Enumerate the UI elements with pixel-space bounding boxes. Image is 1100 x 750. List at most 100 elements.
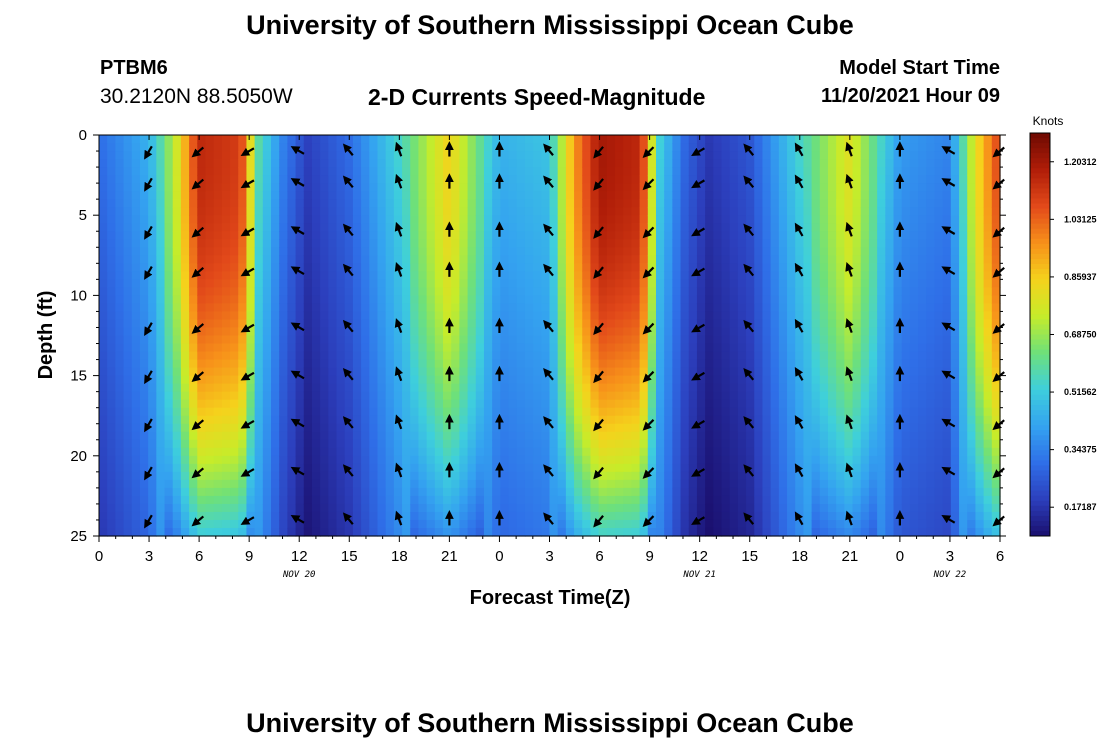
heatmap-cell <box>615 199 624 208</box>
heatmap-cell <box>434 495 444 505</box>
heatmap-cell <box>451 447 460 457</box>
heatmap-cell <box>492 207 501 216</box>
heatmap-cell <box>565 143 575 152</box>
heatmap-cell <box>271 143 280 152</box>
heatmap-cell <box>598 391 608 401</box>
heatmap-cell <box>770 351 780 361</box>
heatmap-cell <box>451 327 460 337</box>
heatmap-cell <box>705 351 714 361</box>
heatmap-cell <box>737 383 747 393</box>
heatmap-cell <box>770 311 780 321</box>
heatmap-cell <box>516 191 526 200</box>
heatmap-cell <box>508 199 518 208</box>
heatmap-cell <box>107 239 116 248</box>
heatmap-cell <box>180 415 190 425</box>
heatmap-cell <box>344 183 354 192</box>
heatmap-cell <box>664 207 673 216</box>
heatmap-cell <box>107 231 116 240</box>
heatmap-cell <box>426 287 436 296</box>
heatmap-cell <box>590 399 600 409</box>
heatmap-cell <box>672 191 682 200</box>
heatmap-cell <box>287 151 297 160</box>
heatmap-cell <box>180 247 190 256</box>
heatmap-cell <box>737 359 747 369</box>
heatmap-cell <box>107 271 116 280</box>
heatmap-cell <box>418 463 428 473</box>
heatmap-cell <box>803 247 813 256</box>
heatmap-cell <box>230 487 239 497</box>
heatmap-cell <box>426 167 436 176</box>
heatmap-cell <box>180 327 190 337</box>
heatmap-cell <box>721 399 731 409</box>
heatmap-cell <box>393 399 403 409</box>
heatmap-cell <box>156 495 166 505</box>
heatmap-cell <box>254 375 264 385</box>
heatmap-cell <box>180 271 190 280</box>
heatmap-cell <box>778 439 788 449</box>
heatmap-cell <box>107 215 116 224</box>
heatmap-cell <box>893 239 903 248</box>
heatmap-cell <box>139 495 149 505</box>
heatmap-cell <box>615 279 624 288</box>
heatmap-cell <box>287 215 297 224</box>
heatmap-cell <box>803 223 813 232</box>
heatmap-cell <box>868 495 878 505</box>
heatmap-cell <box>615 495 624 505</box>
heatmap-cell <box>737 151 747 160</box>
heatmap-cell <box>475 391 485 401</box>
heatmap-cell <box>279 223 288 232</box>
heatmap-cell <box>287 343 297 353</box>
heatmap-cell <box>696 311 706 321</box>
heatmap-cell <box>434 399 444 409</box>
heatmap-cell <box>205 399 215 409</box>
heatmap-cell <box>713 423 723 433</box>
heatmap-cell <box>795 495 805 505</box>
heatmap-cell <box>311 527 321 537</box>
heatmap-cell <box>811 375 821 385</box>
heatmap-cell <box>696 199 706 208</box>
heatmap-cell <box>688 447 698 457</box>
heatmap-cell <box>713 431 723 441</box>
heatmap-cell <box>328 183 338 192</box>
heatmap-cell <box>598 479 608 489</box>
heatmap-cell <box>443 431 452 441</box>
heatmap-cell <box>262 519 272 529</box>
heatmap-cell <box>369 351 379 361</box>
heatmap-cell <box>483 415 493 425</box>
heatmap-cell <box>418 239 428 248</box>
heatmap-cell <box>639 207 649 216</box>
heatmap-cell <box>344 431 354 441</box>
heatmap-cell <box>180 391 190 401</box>
heatmap-cell <box>352 423 362 433</box>
heatmap-cell <box>352 343 362 353</box>
heatmap-cell <box>467 439 477 449</box>
heatmap-cell <box>860 287 870 296</box>
heatmap-cell <box>639 359 649 369</box>
heatmap-cell <box>852 511 862 521</box>
heatmap-cell <box>492 343 501 353</box>
heatmap-cell <box>99 511 108 521</box>
heatmap-cell <box>189 391 198 401</box>
heatmap-cell <box>115 287 125 296</box>
heatmap-cell <box>148 207 157 216</box>
heatmap-cell <box>811 159 821 168</box>
heatmap-cell <box>238 359 248 369</box>
heatmap-cell <box>483 311 493 321</box>
heatmap-cell <box>582 519 592 529</box>
heatmap-cell <box>418 383 428 393</box>
heatmap-cell <box>361 279 370 288</box>
heatmap-cell <box>819 455 829 465</box>
heatmap-cell <box>787 287 796 296</box>
heatmap-cell <box>361 415 370 425</box>
heatmap-cell <box>598 167 608 176</box>
heatmap-cell <box>336 263 346 272</box>
heatmap-cell <box>115 343 125 353</box>
heatmap-cell <box>868 255 878 264</box>
heatmap-cell <box>721 319 731 329</box>
heatmap-cell <box>320 247 329 256</box>
heatmap-cell <box>189 415 198 425</box>
heatmap-cell <box>107 495 116 505</box>
heatmap-cell <box>483 327 493 337</box>
heatmap-cell <box>615 183 624 192</box>
heatmap-cell <box>459 247 469 256</box>
